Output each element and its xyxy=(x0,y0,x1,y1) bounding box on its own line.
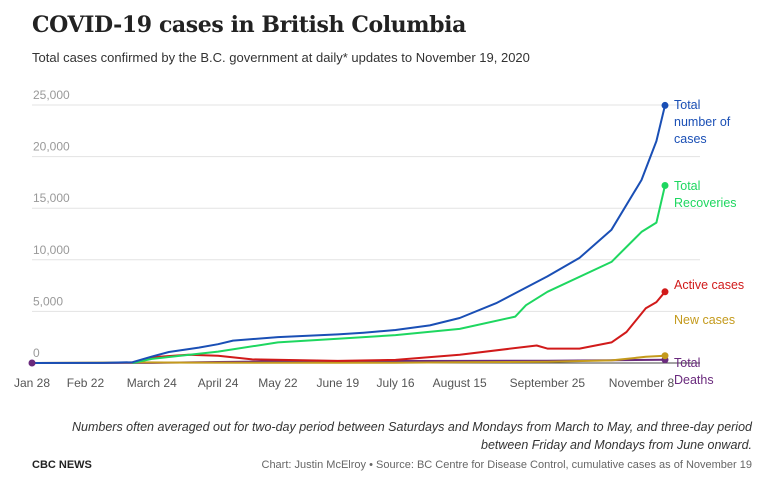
series-label: Total Deaths xyxy=(674,356,714,387)
x-tick-label: Jan 28 xyxy=(14,376,50,390)
series-label: Total Recoveries xyxy=(674,179,737,210)
series-line xyxy=(132,291,666,364)
x-tick-label: June 19 xyxy=(316,376,359,390)
series-line xyxy=(132,185,666,364)
x-tick-label: May 22 xyxy=(258,376,298,390)
line-chart: 0 5,000 10,000 15,000 20,000 25,000 Jan 28 Feb… xyxy=(14,88,744,390)
gridlines xyxy=(32,104,700,364)
series-label: New cases xyxy=(674,313,735,327)
y-tick-label: 10,000 xyxy=(33,243,70,257)
y-tick-label: 15,000 xyxy=(33,191,70,205)
footnote: Numbers often averaged out for two-day p… xyxy=(72,420,752,452)
x-tick-label: April 24 xyxy=(198,376,239,390)
series-end-point xyxy=(661,288,669,296)
brand-logo-text: CBC NEWS xyxy=(32,459,92,471)
series-end-point xyxy=(661,181,669,189)
series-line xyxy=(31,105,666,364)
series-line xyxy=(31,354,666,364)
chart-subtitle: Total cases confirmed by the B.C. govern… xyxy=(32,50,530,65)
x-tick-label: November 8 xyxy=(609,376,675,390)
x-tick-label: September 25 xyxy=(510,376,586,390)
y-axis-tick-labels: 0 5,000 10,000 15,000 20,000 25,000 xyxy=(33,88,70,360)
y-tick-label: 0 xyxy=(33,346,40,360)
y-tick-label: 25,000 xyxy=(33,88,70,102)
x-tick-label: Feb 22 xyxy=(67,376,105,390)
series-end-point xyxy=(661,101,669,109)
series-start-point xyxy=(28,359,36,367)
series-end-point xyxy=(661,352,669,360)
series-lines xyxy=(28,101,669,367)
x-axis-tick-labels: Jan 28 Feb 22 March 24 April 24 May 22 June 1… xyxy=(14,376,674,390)
x-tick-label: August 15 xyxy=(433,376,487,390)
x-tick-label: March 24 xyxy=(127,376,177,390)
x-tick-label: July 16 xyxy=(377,376,415,390)
y-tick-label: 5,000 xyxy=(33,294,63,308)
source-credit: Chart: Justin McElroy • Source: BC Centr… xyxy=(261,459,753,471)
chart-title: COVID-19 cases in British Columbia xyxy=(32,12,466,38)
y-tick-label: 20,000 xyxy=(33,140,70,154)
series-end-labels: Total number of cases Total Recoveries Active… xyxy=(674,98,744,387)
series-label: Total number of cases xyxy=(674,98,731,146)
series-label: Active cases xyxy=(674,278,744,292)
